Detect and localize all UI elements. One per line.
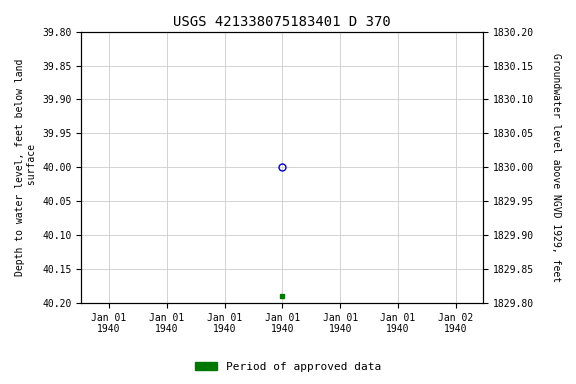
Legend: Period of approved data: Period of approved data (191, 358, 385, 377)
Y-axis label: Depth to water level, feet below land
 surface: Depth to water level, feet below land su… (15, 59, 37, 276)
Title: USGS 421338075183401 D 370: USGS 421338075183401 D 370 (173, 15, 391, 29)
Y-axis label: Groundwater level above NGVD 1929, feet: Groundwater level above NGVD 1929, feet (551, 53, 561, 282)
